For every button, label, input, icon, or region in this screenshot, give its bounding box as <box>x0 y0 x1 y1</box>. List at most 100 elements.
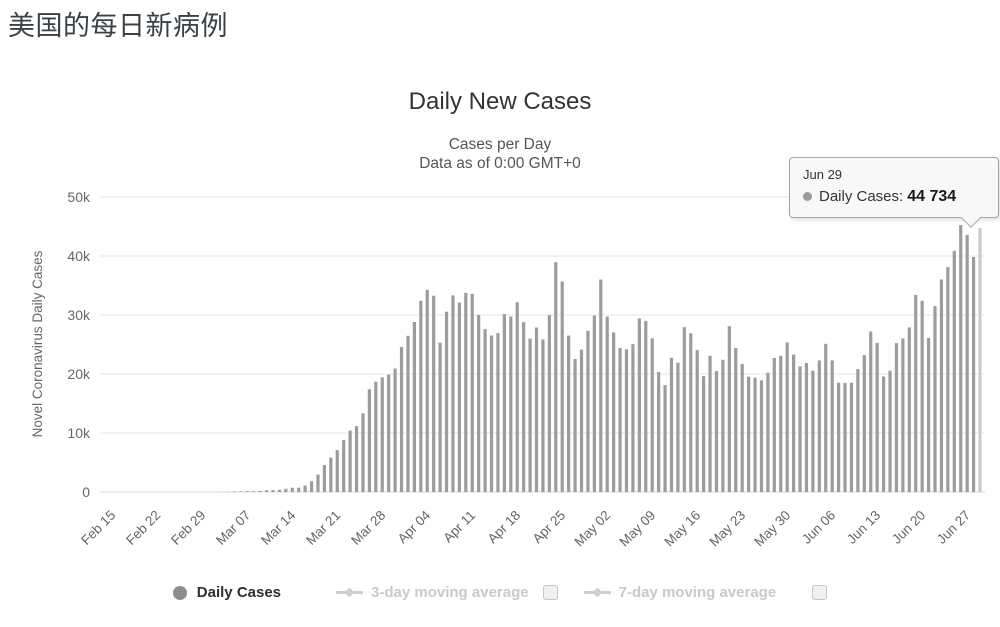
bar[interactable] <box>271 490 275 492</box>
bar[interactable] <box>444 311 449 492</box>
bar[interactable] <box>547 315 551 492</box>
bar[interactable] <box>579 349 584 492</box>
bar[interactable] <box>766 372 770 492</box>
bar[interactable] <box>258 490 262 492</box>
bar[interactable] <box>419 300 423 492</box>
bar[interactable] <box>907 327 911 492</box>
plot-area[interactable]: 0 10k 20k 30k 40k 50k Feb 15 Feb 22 Feb 29 Mar 07… <box>0 0 1000 570</box>
bar[interactable] <box>952 250 956 492</box>
bar[interactable] <box>367 389 371 492</box>
bar[interactable] <box>599 279 603 492</box>
bar[interactable] <box>785 342 789 492</box>
bar[interactable] <box>483 329 487 492</box>
bar[interactable] <box>464 292 468 492</box>
bar[interactable] <box>470 293 474 492</box>
bar[interactable] <box>734 348 738 492</box>
bar[interactable] <box>881 376 886 492</box>
bar[interactable] <box>824 343 828 492</box>
bar[interactable] <box>926 338 931 492</box>
bar[interactable] <box>412 321 416 492</box>
bar[interactable] <box>624 349 629 492</box>
bar[interactable] <box>541 339 545 492</box>
bar[interactable] <box>502 314 506 492</box>
bar[interactable] <box>322 465 326 492</box>
bar[interactable] <box>297 487 301 492</box>
bar[interactable] <box>329 457 333 492</box>
bar[interactable] <box>888 370 892 492</box>
bar[interactable] <box>862 355 866 492</box>
bar[interactable] <box>875 342 879 492</box>
bar[interactable] <box>316 474 320 492</box>
bar[interactable] <box>264 490 269 492</box>
bar[interactable] <box>779 355 783 492</box>
bar[interactable] <box>772 357 776 492</box>
bar[interactable] <box>354 426 359 492</box>
bar[interactable] <box>361 413 365 492</box>
bar[interactable] <box>432 295 436 492</box>
bar[interactable] <box>714 371 719 492</box>
bar[interactable] <box>477 314 481 492</box>
bar[interactable] <box>605 316 609 492</box>
bar[interactable] <box>618 347 622 492</box>
bar[interactable] <box>657 372 661 492</box>
bar[interactable] <box>592 315 596 492</box>
bar[interactable] <box>663 385 667 492</box>
bar[interactable] <box>669 357 674 492</box>
bar[interactable] <box>914 295 918 492</box>
bar[interactable] <box>522 322 526 492</box>
bar[interactable] <box>515 302 519 492</box>
bar[interactable] <box>284 488 288 492</box>
bar[interactable] <box>252 491 256 492</box>
bar[interactable] <box>309 481 314 492</box>
bar[interactable] <box>920 300 924 492</box>
bar[interactable] <box>837 382 841 492</box>
bar[interactable] <box>489 335 494 492</box>
bar[interactable] <box>374 381 378 492</box>
bar[interactable] <box>811 370 815 492</box>
bar[interactable] <box>406 335 410 492</box>
bar[interactable] <box>798 366 802 492</box>
bar[interactable] <box>817 360 821 492</box>
bar[interactable] <box>856 369 860 492</box>
bar[interactable] <box>457 302 461 492</box>
bar[interactable] <box>348 430 352 492</box>
bar[interactable] <box>650 338 654 492</box>
bar[interactable] <box>792 354 796 492</box>
bar[interactable] <box>721 359 725 492</box>
bar[interactable] <box>290 487 294 492</box>
bar[interactable] <box>747 376 751 492</box>
bar[interactable] <box>753 377 757 492</box>
bar[interactable] <box>708 355 712 492</box>
bar[interactable] <box>869 331 873 492</box>
bar[interactable] <box>740 364 744 492</box>
bar[interactable] <box>496 333 500 492</box>
bar[interactable] <box>894 343 899 492</box>
bar[interactable] <box>342 439 346 492</box>
bar[interactable] <box>586 330 590 492</box>
bar[interactable] <box>277 489 282 492</box>
bar[interactable] <box>676 362 680 492</box>
bar[interactable] <box>567 335 571 492</box>
bar[interactable] <box>245 491 249 492</box>
bar[interactable] <box>939 279 944 492</box>
bar[interactable] <box>702 376 706 492</box>
bar[interactable] <box>843 383 847 492</box>
bar[interactable] <box>959 225 963 492</box>
bar[interactable] <box>399 347 404 492</box>
bar[interactable] <box>901 338 905 492</box>
legend-checkbox-7day[interactable] <box>812 585 828 600</box>
bar[interactable] <box>380 377 384 492</box>
bar[interactable] <box>695 350 699 492</box>
bar[interactable] <box>232 491 237 492</box>
bar[interactable] <box>534 327 539 492</box>
bar[interactable] <box>849 382 854 492</box>
bar[interactable] <box>335 450 339 492</box>
legend-item-7day-average[interactable]: 7-day moving average <box>583 584 776 601</box>
bar[interactable] <box>438 342 442 492</box>
bar-hovered[interactable] <box>978 228 982 492</box>
bar[interactable] <box>965 234 969 492</box>
legend-item-daily-cases[interactable]: Daily Cases <box>172 584 281 601</box>
bar[interactable] <box>239 491 243 492</box>
bar[interactable] <box>554 262 558 492</box>
bar[interactable] <box>637 318 641 492</box>
